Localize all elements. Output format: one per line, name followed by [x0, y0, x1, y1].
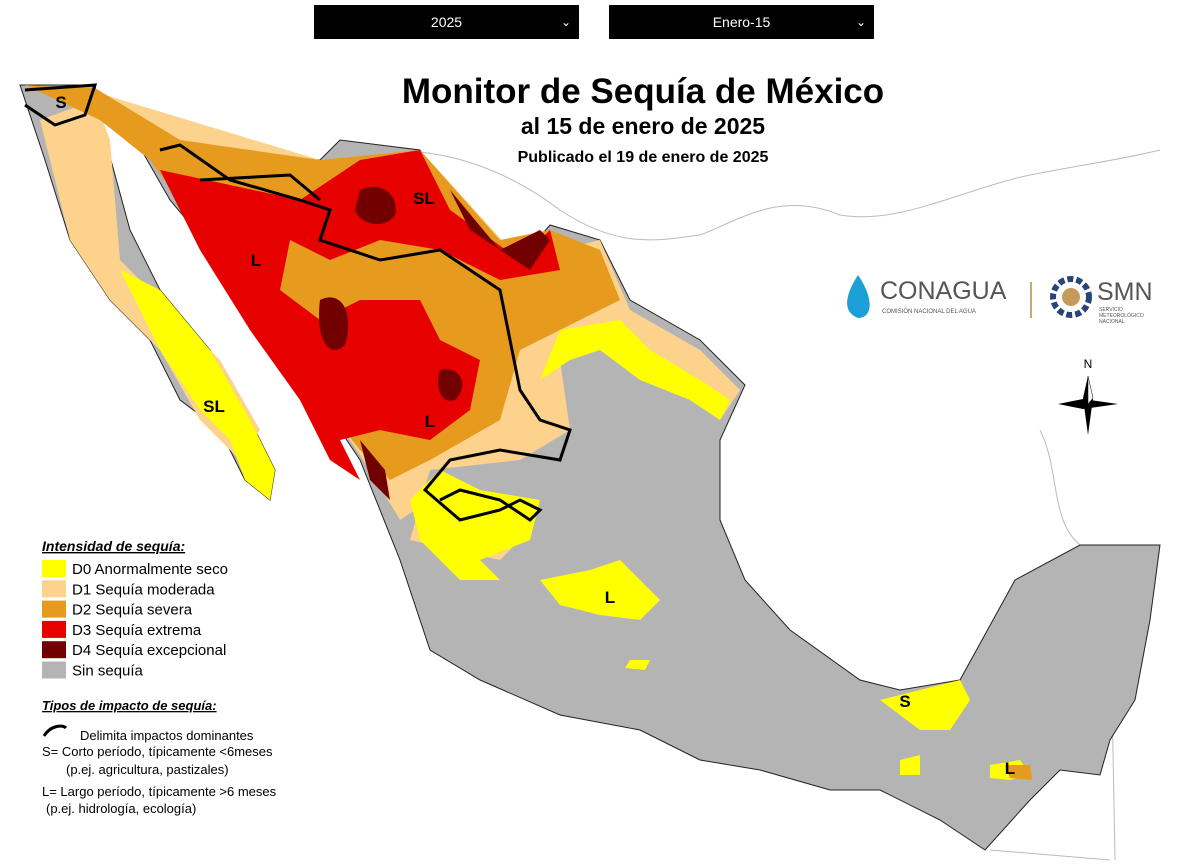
legend-label: D4 Sequía excepcional	[72, 642, 226, 659]
smn-sub: METEOROLÓGICO	[1099, 312, 1144, 319]
impact-boundary	[24, 83, 572, 522]
legend-label: D0 Anormalmente seco	[72, 561, 228, 578]
legend-swatch	[42, 661, 66, 679]
impact-line: (p.ej. agricultura, pastizales)	[66, 762, 229, 777]
legend-label: Sin sequía	[72, 663, 144, 680]
logos: CONAGUA COMISIÓN NACIONAL DEL AGUA SMN S…	[847, 275, 1153, 325]
legend-swatch	[42, 600, 66, 618]
subtitle: al 15 de enero de 2025	[521, 113, 765, 139]
impact-line: S= Corto período, típicamente <6meses	[42, 744, 273, 759]
conagua-icon	[847, 275, 870, 318]
impact-line: (p.ej. hidrología, ecología)	[46, 801, 196, 816]
chevron: ⌄	[855, 15, 866, 29]
legend-swatch	[42, 580, 66, 598]
year-value: 2025	[430, 14, 463, 30]
smn-icon	[1062, 288, 1080, 306]
legend-label: D1 Sequía moderada	[72, 581, 215, 598]
region-label: SL	[203, 397, 225, 416]
impact-symbol-label: Delimita impactos dominantes	[80, 728, 254, 743]
date-value: Enero-15	[712, 14, 771, 30]
smn-icon	[1050, 276, 1092, 318]
smn-sub: NACIONAL	[1099, 319, 1125, 325]
region-label: L	[425, 412, 435, 431]
compass: N	[1058, 357, 1118, 435]
region-label: SL	[413, 189, 435, 208]
region-label: L	[251, 251, 261, 270]
drought-areas	[25, 85, 1032, 780]
legend-label: D3 Sequía extrema	[72, 622, 202, 639]
date-select[interactable]: Enero-15 ⌄	[609, 5, 874, 39]
compass-north: N	[1084, 357, 1093, 371]
conagua-sub: COMISIÓN NACIONAL DEL AGUA	[882, 308, 976, 315]
impact-line: L= Largo período, típicamente >6 meses	[42, 784, 277, 799]
smn-logo: SMN	[1097, 278, 1153, 306]
legend: Intensidad de sequía: D0 Anormalmente se…	[42, 538, 277, 816]
impact-title: Tipos de impacto de sequía:	[42, 698, 217, 713]
published: Publicado el 19 de enero de 2025	[518, 149, 769, 166]
region-label: S	[899, 692, 910, 711]
title: Monitor de Sequía de México	[402, 72, 884, 111]
legend-label: D2 Sequía severa	[72, 602, 193, 619]
region-label: S	[55, 93, 66, 112]
conagua-logo: CONAGUA	[880, 277, 1007, 305]
legend-title: Intensidad de sequía:	[42, 538, 185, 554]
year-select[interactable]: 2025 ⌄	[314, 5, 579, 39]
impact-symbol	[42, 724, 68, 737]
legend-swatch	[42, 560, 66, 577]
neighbour-coast	[319, 149, 1161, 861]
region-label: L	[1005, 759, 1015, 778]
legend-swatch	[42, 620, 66, 638]
smn-sub: SERVICIO	[1099, 307, 1123, 313]
legend-swatch	[42, 641, 66, 659]
chevron: ⌄	[560, 15, 571, 29]
region-label: L	[605, 588, 615, 607]
